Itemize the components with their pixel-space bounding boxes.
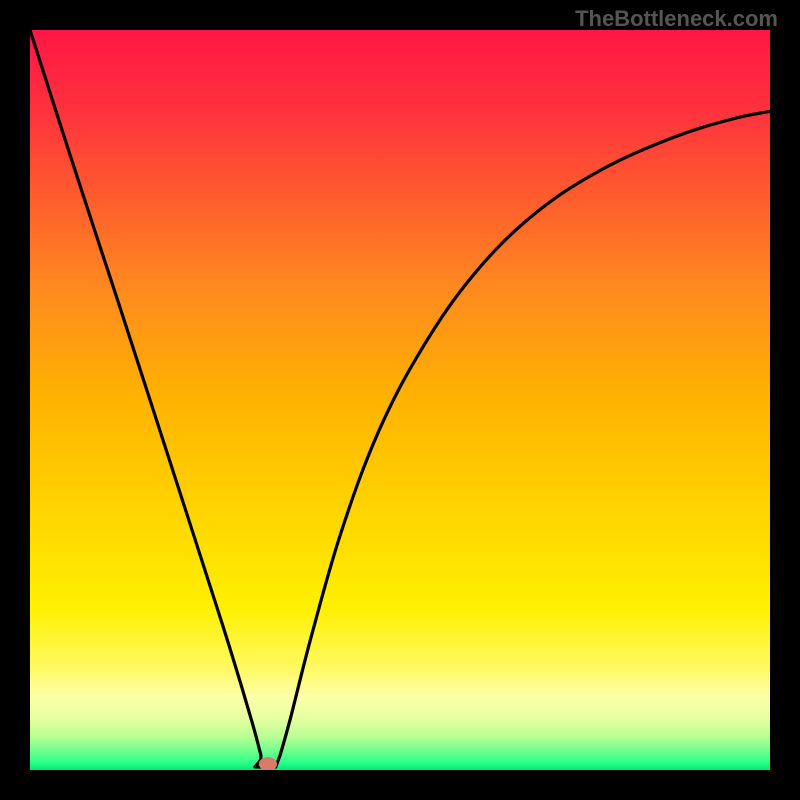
watermark-text: TheBottleneck.com [575,6,778,32]
chart-frame [0,0,800,800]
chart-stage: TheBottleneck.com [0,0,800,800]
